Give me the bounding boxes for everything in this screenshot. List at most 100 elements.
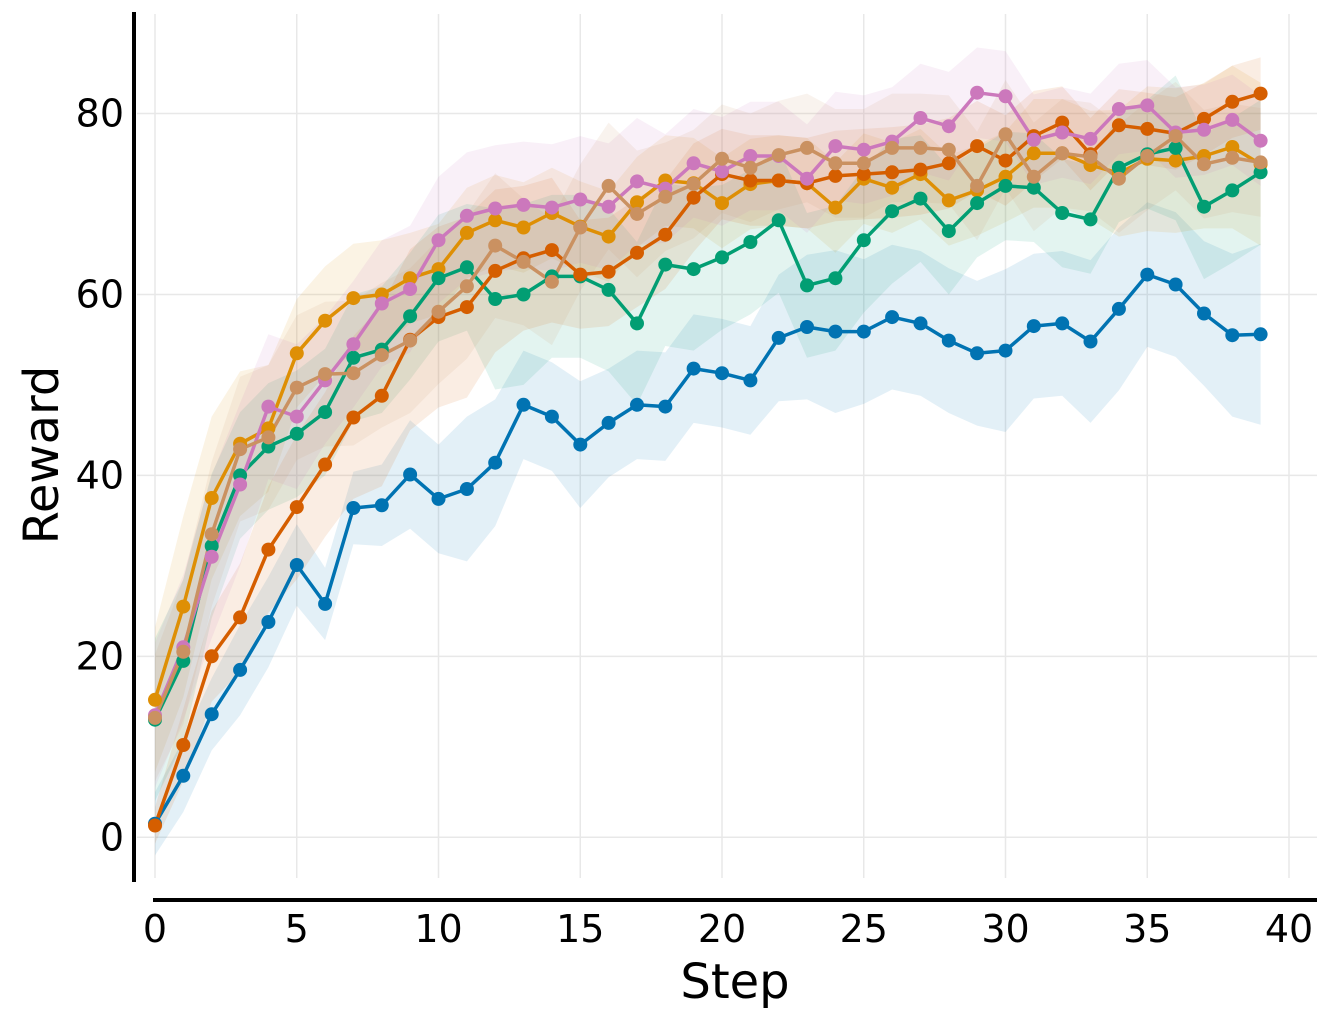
point-brown: [1225, 150, 1240, 165]
point-green: [1083, 212, 1098, 227]
point-brown: [318, 367, 333, 382]
point-pink: [970, 85, 985, 100]
point-green: [970, 196, 985, 211]
point-red: [856, 167, 871, 182]
point-green: [1225, 183, 1240, 198]
point-green: [856, 233, 871, 248]
point-brown: [374, 348, 389, 363]
point-green: [459, 260, 474, 275]
point-green: [913, 191, 928, 206]
point-orange: [1026, 146, 1041, 161]
point-brown: [1140, 149, 1155, 163]
point-brown: [1253, 155, 1268, 170]
point-brown: [1197, 157, 1211, 172]
line-red: [153, 91, 1262, 827]
point-green: [516, 287, 531, 302]
point-blue: [573, 437, 588, 452]
point-green: [1026, 180, 1041, 195]
point-brown: [800, 140, 814, 155]
point-green: [1197, 199, 1211, 214]
point-red: [233, 610, 248, 625]
point-red: [1140, 121, 1155, 136]
point-brown: [488, 238, 503, 253]
point-green: [403, 309, 418, 324]
point-orange: [715, 196, 729, 211]
point-blue: [544, 409, 559, 424]
x-tick-label: 5: [285, 907, 309, 951]
point-brown: [1055, 146, 1070, 161]
x-axis-title: Step: [680, 954, 789, 1010]
point-blue: [1055, 316, 1070, 331]
point-red: [1197, 111, 1211, 126]
point-pink: [1055, 125, 1070, 140]
point-brown: [1083, 149, 1098, 164]
point-brown: [346, 366, 361, 381]
x-tick-label: 35: [1123, 907, 1171, 951]
point-brown: [1026, 169, 1041, 184]
y-tick-label: 20: [76, 634, 124, 678]
point-red: [941, 156, 956, 171]
point-red: [544, 243, 559, 258]
point-blue: [1225, 328, 1240, 343]
point-pink: [374, 296, 389, 311]
point-green: [743, 235, 758, 249]
point-brown: [176, 644, 191, 659]
point-pink: [261, 399, 276, 414]
point-red: [998, 153, 1013, 168]
point-brown: [431, 304, 446, 319]
point-pink: [459, 208, 474, 223]
point-pink: [913, 111, 928, 125]
x-tick-label: 15: [556, 907, 604, 951]
point-green: [686, 262, 701, 277]
point-blue: [941, 333, 956, 348]
point-red: [885, 165, 900, 180]
point-pink: [516, 197, 531, 212]
point-orange: [885, 180, 900, 195]
point-blue: [516, 397, 531, 412]
line-orange: [153, 145, 1262, 701]
point-red: [630, 245, 644, 260]
point-brown: [885, 140, 900, 155]
point-pink: [488, 201, 503, 216]
y-axis-title: Reward: [14, 366, 70, 545]
line-green: [153, 146, 1262, 721]
point-red: [204, 649, 219, 664]
point-green: [204, 539, 219, 553]
point-green: [630, 316, 644, 331]
point-brown: [261, 430, 276, 445]
point-pink: [204, 549, 219, 564]
point-pink: [1225, 112, 1240, 127]
point-blue: [459, 482, 474, 496]
point-orange: [204, 491, 219, 505]
point-blue: [176, 768, 191, 783]
x-tick-label: 20: [698, 907, 746, 951]
point-green: [1253, 165, 1268, 180]
x-tick-label: 30: [981, 907, 1029, 951]
point-pink: [941, 119, 956, 134]
point-red: [658, 227, 673, 242]
point-red: [318, 457, 333, 472]
point-red: [743, 173, 758, 188]
point-brown: [148, 710, 162, 725]
point-pink: [233, 477, 248, 492]
point-green: [885, 204, 900, 219]
point-brown: [233, 442, 248, 457]
point-pink: [828, 139, 843, 154]
point-green: [998, 178, 1013, 193]
point-orange: [516, 220, 531, 235]
point-blue: [771, 330, 786, 345]
point-pink: [856, 142, 871, 157]
point-red: [346, 410, 361, 425]
point-pink: [1111, 102, 1126, 116]
point-red: [913, 162, 928, 177]
point-brown: [715, 151, 729, 166]
point-blue: [913, 316, 928, 331]
point-brown: [601, 178, 616, 193]
point-brown: [573, 220, 588, 235]
x-tick-labels: 0 5 10 15 20 25 30 35 40: [143, 907, 1313, 951]
point-pink: [431, 233, 446, 248]
point-blue: [346, 501, 361, 515]
point-pink: [1253, 133, 1268, 148]
point-green: [601, 282, 616, 297]
